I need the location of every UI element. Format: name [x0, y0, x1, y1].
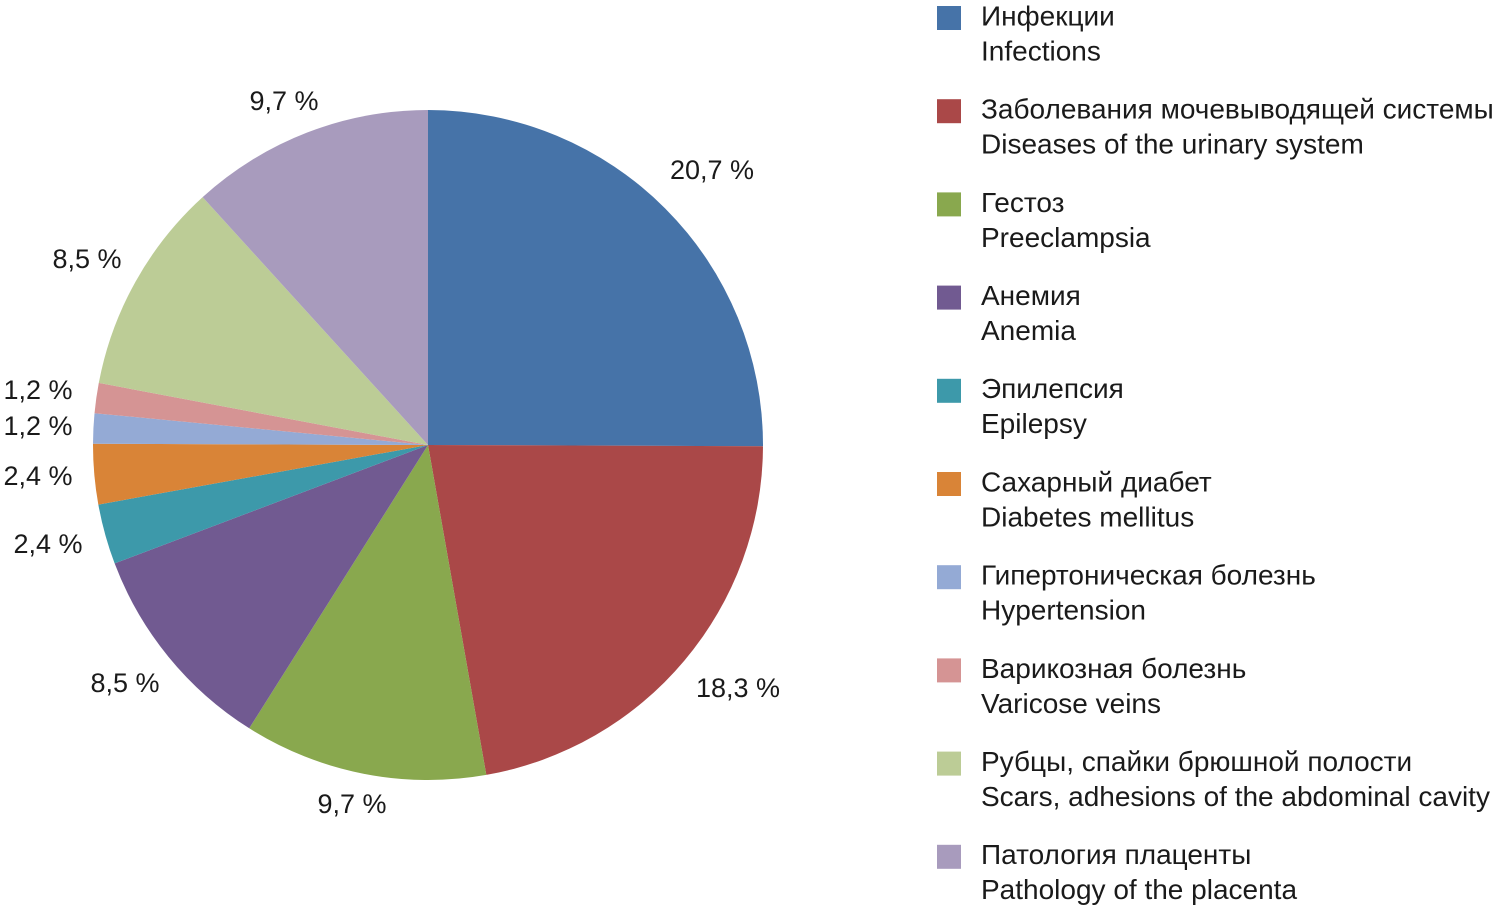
- legend-label-en: Infections: [981, 35, 1101, 66]
- legend-label-ru: Анемия: [981, 280, 1081, 311]
- pie-slice: [94, 382, 428, 445]
- legend-label-en: Scars, adhesions of the abdominal cavity: [981, 781, 1490, 812]
- legend-label-en: Epilepsy: [981, 408, 1087, 439]
- legend-swatch: [937, 6, 961, 30]
- pie-slice: [98, 197, 429, 445]
- legend-label-ru: Инфекции: [981, 0, 1115, 31]
- legend-item: Гипертоническая болезнь Hypertension: [937, 560, 1316, 626]
- legend-item: Эпилепсия Epilepsy: [937, 373, 1124, 439]
- legend-label-en: Anemia: [981, 315, 1076, 346]
- pie-slice: [114, 445, 428, 729]
- slice-value-label: 9,7 %: [249, 86, 318, 116]
- slice-value-label: 2,4 %: [13, 529, 82, 559]
- legend-label-en: Hypertension: [981, 595, 1146, 626]
- pie-slice: [92, 443, 428, 505]
- legend-swatch: [937, 844, 961, 869]
- pie-slice: [249, 445, 487, 781]
- legend-label-ru: Гестоз: [981, 187, 1064, 218]
- legend-swatch: [937, 472, 961, 496]
- legend-label-en: Varicose veins: [981, 688, 1161, 719]
- legend-label-ru: Рубцы, спайки брюшной полости: [981, 746, 1412, 777]
- legend-label-ru: Варикозная болезнь: [981, 653, 1246, 684]
- pie-slice: [93, 413, 428, 445]
- slice-value-label: 9,7 %: [317, 789, 386, 819]
- legend-label-ru: Эпилепсия: [981, 373, 1124, 404]
- legend-swatch: [937, 192, 961, 217]
- pie-slice: [202, 110, 428, 445]
- legend-swatch: [937, 658, 961, 683]
- slice-value-label: 2,4 %: [3, 461, 72, 491]
- legend-swatch: [937, 378, 961, 403]
- slice-value-label: 1,2 %: [3, 411, 72, 441]
- slice-value-label: 20,7 %: [670, 155, 754, 185]
- legend-swatch: [937, 285, 961, 310]
- legend-item: Инфекции Infections: [937, 0, 1115, 66]
- legend-label-en: Diabetes mellitus: [981, 501, 1194, 532]
- legend-label-ru: Патология плаценты: [981, 839, 1251, 870]
- legend-item: Варикозная болезнь Varicose veins: [937, 653, 1246, 719]
- pie-slice: [428, 445, 763, 775]
- pie-slice: [98, 445, 428, 564]
- legend-label-en: Preeclampsia: [981, 222, 1151, 253]
- legend-label-ru: Сахарный диабет: [981, 466, 1212, 497]
- legend-label-en: Pathology of the placenta: [981, 874, 1297, 905]
- legend-swatch: [937, 565, 961, 590]
- legend-item: Заболевания мочевыводящей системы Disease…: [937, 94, 1494, 160]
- slice-value-label: 8,5 %: [90, 668, 159, 698]
- legend: Инфекции Infections Заболевания мочевыводя…: [937, 0, 1494, 905]
- slice-value-label: 1,2 %: [3, 375, 72, 405]
- legend-label-ru: Гипертоническая болезнь: [981, 560, 1316, 591]
- legend-item: Гестоз Preeclampsia: [937, 187, 1151, 253]
- legend-item: Анемия Anemia: [937, 280, 1081, 346]
- legend-item: Рубцы, спайки брюшной полости Scars, adhe…: [937, 746, 1490, 812]
- legend-item: Сахарный диабет Diabetes mellitus: [937, 466, 1212, 532]
- legend-swatch: [937, 99, 961, 124]
- slice-value-label: 8,5 %: [52, 244, 121, 274]
- legend-swatch: [937, 751, 961, 776]
- legend-label-ru: Заболевания мочевыводящей системы: [981, 94, 1494, 125]
- legend-label-en: Diseases of the urinary system: [981, 129, 1364, 160]
- slice-value-label: 18,3 %: [696, 673, 780, 703]
- legend-item: Патология плаценты Pathology of the place…: [937, 839, 1297, 905]
- slice-labels-layer: 20,7 % 18,3 % 9,7 % 8,5 % 2,4 % 2,4 % 1,2 % 1,2…: [3, 86, 780, 819]
- slices-layer: [92, 110, 764, 781]
- pie-slice: [428, 110, 764, 447]
